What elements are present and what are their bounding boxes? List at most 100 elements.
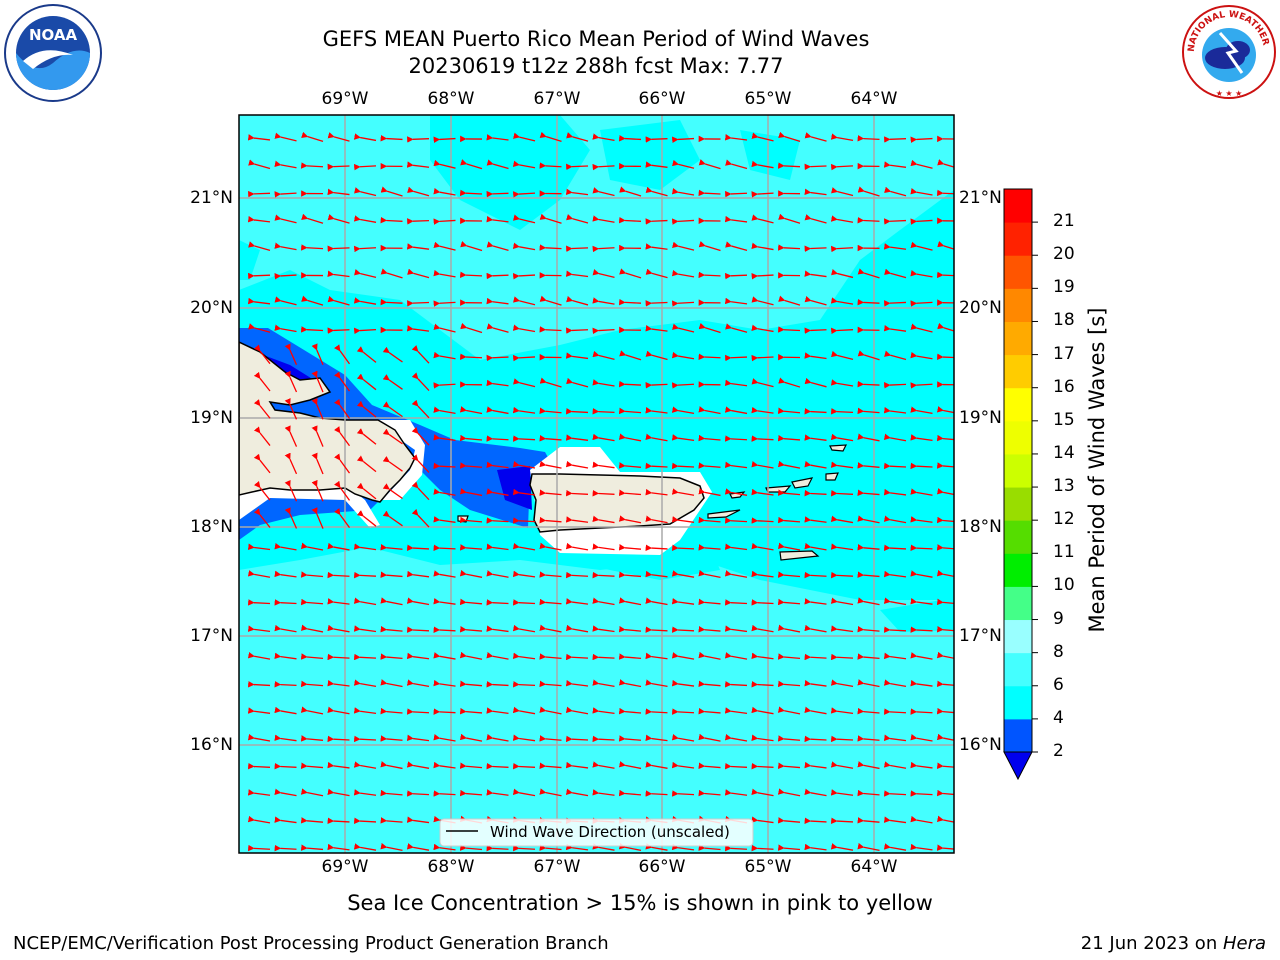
wind-wave-arrow xyxy=(380,134,403,142)
wind-wave-arrow xyxy=(565,624,589,633)
wind-wave-arrow xyxy=(778,131,801,142)
wind-wave-arrow xyxy=(936,762,954,769)
wind-wave-arrow xyxy=(513,517,536,524)
wind-wave-arrow xyxy=(433,351,456,360)
wind-wave-arrow xyxy=(274,214,297,224)
wind-wave-arrow xyxy=(831,571,854,579)
wind-wave-arrow xyxy=(698,680,721,688)
wind-wave-arrow xyxy=(486,379,509,387)
wind-wave-arrow xyxy=(539,653,562,660)
wind-wave-arrow xyxy=(433,187,456,196)
wind-wave-arrow xyxy=(778,213,801,224)
wind-wave-arrow xyxy=(274,652,297,660)
wind-wave-arrow xyxy=(777,762,801,769)
wind-wave-arrow xyxy=(247,789,271,796)
wind-wave-arrow xyxy=(804,460,827,469)
wind-wave-arrow xyxy=(777,460,801,469)
wind-wave-arrow xyxy=(274,681,297,688)
wind-wave-arrow xyxy=(804,817,827,825)
wind-wave-arrow xyxy=(698,598,721,606)
wind-wave-arrow xyxy=(671,406,695,415)
wind-wave-arrow xyxy=(831,163,854,171)
wind-wave-arrow xyxy=(884,350,907,361)
wind-wave-arrow xyxy=(301,295,324,306)
wind-wave-arrow xyxy=(566,735,589,743)
wind-wave-arrow xyxy=(433,708,456,715)
wind-wave-arrow xyxy=(936,569,954,578)
wind-wave-arrow xyxy=(831,327,854,335)
wind-wave-arrow xyxy=(671,679,695,687)
wind-wave-arrow xyxy=(910,241,933,251)
wind-wave-arrow xyxy=(618,761,642,770)
wind-wave-arrow xyxy=(830,843,854,851)
wind-wave-arrow xyxy=(910,218,933,225)
wind-wave-arrow xyxy=(565,598,589,605)
wind-wave-arrow xyxy=(407,708,430,715)
wind-wave-arrow xyxy=(830,297,854,305)
wind-wave-arrow xyxy=(353,625,377,633)
wind-wave-arrow xyxy=(382,428,403,445)
wind-wave-arrow xyxy=(433,544,456,552)
wind-wave-arrow xyxy=(804,295,827,306)
wind-wave-arrow xyxy=(592,297,615,305)
wind-wave-arrow xyxy=(831,408,854,415)
wind-wave-arrow xyxy=(592,350,615,360)
wind-wave-arrow xyxy=(513,681,536,688)
wind-wave-arrow xyxy=(937,271,954,279)
wind-wave-arrow xyxy=(592,433,615,442)
wind-wave-arrow xyxy=(592,187,615,197)
wind-wave-arrow xyxy=(406,161,430,168)
wind-wave-arrow xyxy=(411,426,430,446)
wind-wave-arrow xyxy=(566,489,589,497)
wind-wave-arrow xyxy=(353,215,377,223)
lonBottom-label: 66°W xyxy=(638,857,686,877)
wind-wave-arrow xyxy=(751,435,774,442)
wind-wave-arrow xyxy=(592,543,615,551)
wind-wave-arrow xyxy=(857,679,880,688)
wind-wave-arrow xyxy=(513,435,536,442)
wind-wave-arrow xyxy=(698,733,721,742)
wind-wave-arrow xyxy=(327,817,350,825)
wind-wave-arrow xyxy=(433,159,456,169)
wind-wave-arrow xyxy=(751,788,774,797)
wind-wave-arrow xyxy=(724,461,748,469)
colorbar-segment xyxy=(1004,453,1032,488)
wind-wave-arrow xyxy=(857,515,880,524)
wind-wave-arrow xyxy=(830,679,854,688)
wind-wave-arrow xyxy=(618,625,642,633)
wind-wave-arrow xyxy=(725,762,748,770)
wind-wave-arrow xyxy=(486,354,509,362)
wind-wave-arrow xyxy=(645,136,668,143)
colorbar-tick-label: 18 xyxy=(1053,310,1075,331)
wind-wave-arrow xyxy=(274,844,297,852)
wind-wave-arrow xyxy=(910,544,933,552)
wind-wave-arrow xyxy=(831,817,854,825)
wind-wave-arrow xyxy=(382,510,403,527)
wind-wave-arrow xyxy=(512,242,536,251)
wind-wave-arrow xyxy=(248,844,271,852)
wind-wave-arrow xyxy=(592,133,615,142)
wind-wave-arrow xyxy=(354,653,377,661)
wind-wave-arrow xyxy=(253,453,271,474)
wind-wave-arrow xyxy=(777,735,801,742)
wind-wave-arrow xyxy=(274,762,297,770)
latRight-label: 18°N xyxy=(959,517,1002,537)
wind-wave-arrow xyxy=(592,408,615,415)
colorbar-tick-label: 19 xyxy=(1053,277,1075,298)
wind-wave-arrow xyxy=(327,132,350,142)
wind-wave-arrow xyxy=(645,300,668,307)
wind-wave-arrow xyxy=(936,789,954,797)
wind-wave-arrow xyxy=(565,679,589,687)
wind-wave-arrow xyxy=(512,788,536,797)
wind-wave-arrow xyxy=(460,271,483,279)
wind-wave-arrow xyxy=(830,789,854,796)
wind-wave-arrow xyxy=(433,462,456,470)
wind-wave-arrow xyxy=(724,543,748,551)
wind-wave-arrow xyxy=(751,242,774,251)
wind-wave-arrow xyxy=(411,399,430,419)
wind-wave-arrow xyxy=(831,489,854,497)
wind-wave-arrow xyxy=(751,844,774,852)
wind-wave-arrow xyxy=(618,842,642,851)
wind-wave-arrow xyxy=(804,706,827,715)
wind-wave-arrow xyxy=(910,269,933,278)
